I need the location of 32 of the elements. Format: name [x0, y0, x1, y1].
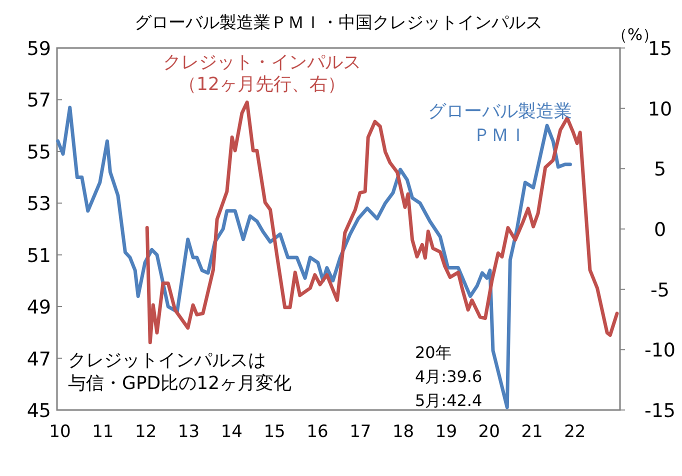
y-tick-label: 57 — [26, 90, 51, 112]
x-tick-label: 21 — [521, 422, 543, 442]
y2-tick-label: 10 — [648, 98, 672, 120]
x-tick-label: 20 — [478, 422, 500, 442]
y2-tick-label: 5 — [654, 158, 666, 181]
y2-tick-label: -15 — [644, 400, 676, 422]
x-tick-label: 12 — [135, 422, 157, 442]
y2-tick-label: 0 — [654, 219, 666, 241]
y2-tick-label: -10 — [644, 340, 676, 362]
x-tick-label: 14 — [220, 422, 242, 442]
x-tick-label: 11 — [92, 422, 114, 442]
y-tick-label: 59 — [26, 38, 51, 60]
y-tick-label: 47 — [26, 348, 51, 370]
annotation: 20年 4月:39.6 5月:42.4 — [415, 343, 482, 410]
x-tick-label: 22 — [564, 422, 586, 442]
y-tick-label: 49 — [26, 296, 51, 319]
series-label: グローバル製造業ＰＭＩ — [428, 101, 572, 146]
x-tick-label: 18 — [392, 422, 414, 442]
x-tick-label: 16 — [306, 422, 328, 442]
y-tick-label: 55 — [26, 141, 51, 164]
y-tick-label: 51 — [26, 244, 51, 267]
annotation: クレジットインパルスは与信・GPD比の12ヶ月変化 — [68, 350, 292, 394]
x-tick-label: 15 — [264, 422, 286, 442]
chart-title: グローバル製造業ＰＭＩ・中国クレジットインパルス — [134, 13, 542, 33]
y2-tick-label: -5 — [650, 279, 670, 302]
x-tick-label: 19 — [435, 422, 458, 442]
x-tick-label: 10 — [49, 422, 71, 442]
series-label: クレジット・インパルス（12ヶ月先行、右） — [163, 52, 361, 95]
y-tick-label: 45 — [26, 400, 51, 422]
x-tick-label: 13 — [178, 422, 200, 442]
x-tick-label: 17 — [350, 422, 372, 442]
y-tick-label: 53 — [26, 193, 51, 216]
